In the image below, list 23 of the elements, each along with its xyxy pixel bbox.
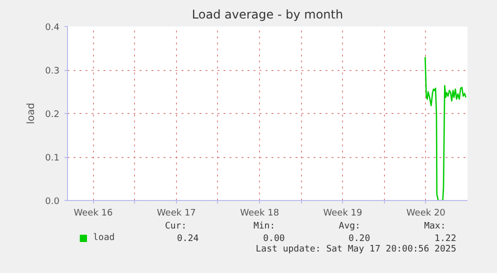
y-tick-label: 0.3	[45, 66, 60, 76]
y-tick-label: 0.1	[45, 154, 60, 164]
text: Avg:	[338, 222, 360, 232]
text: Last update: Sat May 17 20:00:56 2025	[256, 244, 456, 254]
x-tick-label: Week 16	[74, 208, 113, 218]
line-series	[424, 56, 466, 200]
text: 0.00	[263, 234, 285, 244]
y-tick-label: 0.4	[45, 23, 60, 33]
text: 1.22	[434, 234, 456, 244]
text: Cur:	[164, 222, 187, 232]
x-tick-label: Week 20	[406, 208, 446, 218]
legend-label: load	[93, 233, 115, 243]
x-tick-label: Week 18	[240, 208, 280, 218]
y-tick-label: 0.2	[45, 110, 60, 120]
text: 0.20	[348, 234, 370, 244]
chart-title: Load average - by month	[192, 8, 344, 22]
text: 0.24	[177, 234, 199, 244]
y-tick-label: 0.0	[45, 197, 60, 207]
x-tick-label: Week 19	[323, 208, 363, 218]
y-axis-title: load	[26, 102, 38, 124]
x-tick-label: Week 17	[156, 208, 196, 218]
text: Min:	[253, 222, 276, 232]
text: Max:	[424, 222, 446, 232]
